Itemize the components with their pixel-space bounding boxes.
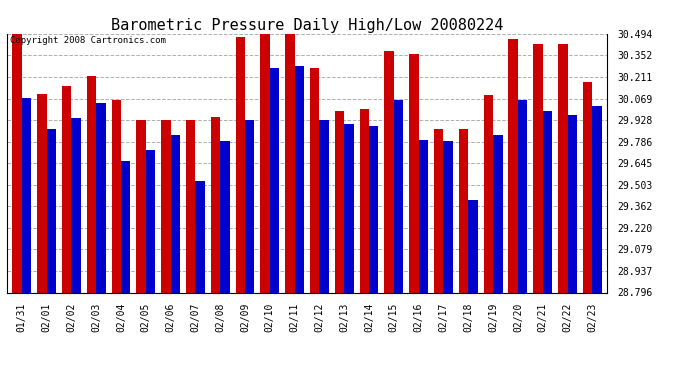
- Bar: [493, 135, 502, 292]
- Text: Copyright 2008 Cartronics.com: Copyright 2008 Cartronics.com: [10, 36, 166, 45]
- Bar: [211, 117, 220, 292]
- Bar: [47, 129, 56, 292]
- Bar: [310, 68, 319, 292]
- Bar: [558, 44, 567, 292]
- Bar: [186, 120, 195, 292]
- Bar: [359, 109, 369, 292]
- Bar: [319, 120, 329, 292]
- Bar: [543, 111, 552, 292]
- Bar: [434, 129, 444, 292]
- Bar: [71, 118, 81, 292]
- Bar: [87, 75, 96, 292]
- Bar: [37, 94, 47, 292]
- Bar: [592, 106, 602, 292]
- Bar: [419, 140, 428, 292]
- Bar: [245, 120, 255, 292]
- Bar: [195, 181, 205, 292]
- Title: Barometric Pressure Daily High/Low 20080224: Barometric Pressure Daily High/Low 20080…: [111, 18, 503, 33]
- Bar: [96, 103, 106, 292]
- Bar: [220, 141, 230, 292]
- Bar: [583, 82, 592, 292]
- Bar: [384, 51, 394, 292]
- Bar: [469, 201, 477, 292]
- Bar: [22, 98, 31, 292]
- Bar: [260, 33, 270, 292]
- Bar: [518, 100, 527, 292]
- Bar: [235, 38, 245, 292]
- Bar: [121, 161, 130, 292]
- Bar: [12, 34, 22, 292]
- Bar: [369, 126, 379, 292]
- Bar: [394, 100, 403, 292]
- Bar: [335, 111, 344, 292]
- Bar: [161, 120, 170, 292]
- Bar: [484, 95, 493, 292]
- Bar: [170, 135, 180, 292]
- Bar: [270, 68, 279, 292]
- Bar: [285, 34, 295, 292]
- Bar: [344, 124, 354, 292]
- Bar: [112, 100, 121, 292]
- Bar: [444, 141, 453, 292]
- Bar: [137, 120, 146, 292]
- Bar: [567, 115, 577, 292]
- Bar: [146, 150, 155, 292]
- Bar: [409, 54, 419, 292]
- Bar: [459, 129, 469, 292]
- Bar: [62, 86, 71, 292]
- Bar: [533, 44, 543, 292]
- Bar: [295, 66, 304, 292]
- Bar: [509, 39, 518, 292]
